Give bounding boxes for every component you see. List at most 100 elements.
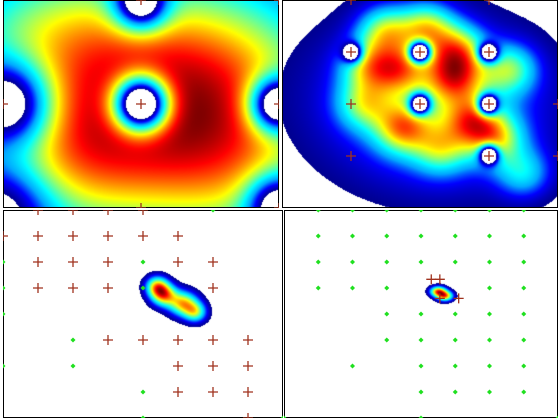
diamond-marker	[521, 285, 527, 291]
diamond-marker	[521, 389, 527, 395]
diamond-marker	[487, 259, 492, 265]
heatmap-panel-bottom-right	[284, 210, 558, 418]
diamond-marker	[418, 311, 424, 317]
diamond-marker	[3, 311, 6, 317]
diamond-marker	[350, 259, 355, 265]
plus-marker	[136, 99, 146, 109]
plus-marker	[553, 99, 558, 109]
diamond-marker	[140, 259, 146, 265]
plus-marker	[138, 231, 148, 241]
diamond-marker	[452, 363, 458, 369]
diamond-marker	[521, 210, 527, 213]
plus-marker	[208, 387, 218, 397]
diamond-marker	[315, 259, 321, 265]
heatmap-panel-bottom-left	[3, 210, 283, 418]
plus-marker	[434, 274, 445, 285]
diamond-marker	[140, 415, 146, 418]
diamond-marker	[521, 233, 527, 239]
plus-marker	[68, 257, 78, 267]
diamond-marker	[418, 233, 424, 239]
diamond-marker	[418, 337, 424, 343]
diamond-marker	[384, 337, 390, 343]
heatmap-panel-top-right	[282, 0, 558, 208]
plus-marker	[3, 231, 8, 241]
plus-marker	[346, 47, 356, 57]
diamond-marker	[487, 311, 492, 317]
heatmap-panel-top-left	[3, 0, 279, 208]
plus-marker	[208, 283, 218, 293]
diamond-marker	[521, 337, 527, 343]
plus-marker	[68, 231, 78, 241]
plus-marker	[136, 203, 146, 208]
plus-marker	[33, 257, 43, 267]
plus-marker	[346, 0, 356, 5]
diamond-marker	[280, 415, 283, 418]
plus-marker	[103, 283, 113, 293]
plus-marker	[173, 387, 183, 397]
diamond-marker	[487, 389, 492, 395]
diamond-marker	[487, 363, 492, 369]
plus-marker	[68, 210, 78, 215]
diamond-marker	[452, 337, 458, 343]
plus-marker	[346, 151, 356, 161]
plus-marker	[453, 293, 464, 304]
diamond-marker	[452, 389, 458, 395]
plus-marker	[68, 283, 78, 293]
plus-marker	[3, 99, 8, 109]
diamond-marker	[487, 337, 492, 343]
diamond-marker	[418, 415, 424, 418]
plus-marker	[208, 335, 218, 345]
plus-marker	[415, 99, 425, 109]
diamond-marker	[487, 285, 492, 291]
diamond-marker	[350, 363, 355, 369]
diamond-marker	[70, 363, 76, 369]
diamond-marker	[315, 210, 321, 213]
plus-marker	[553, 151, 558, 161]
plus-marker	[346, 99, 356, 109]
plus-marker	[243, 335, 253, 345]
plus-marker	[33, 210, 43, 215]
diamond-marker	[384, 233, 390, 239]
plus-marker	[484, 99, 494, 109]
plus-marker	[434, 293, 445, 304]
plus-marker	[243, 413, 253, 418]
diamond-marker	[384, 311, 390, 317]
diamond-marker	[3, 363, 6, 369]
diamond-marker	[418, 259, 424, 265]
plus-marker	[484, 151, 494, 161]
plus-marker	[173, 257, 183, 267]
diamond-marker	[210, 210, 216, 213]
heatmap-svg-bottom-left	[3, 210, 283, 418]
diamond-marker	[418, 210, 424, 213]
diamond-marker	[555, 415, 558, 418]
plus-marker	[33, 283, 43, 293]
diamond-marker	[452, 210, 458, 213]
diamond-marker	[140, 285, 146, 291]
diamond-marker	[487, 233, 492, 239]
heatmap-svg-bottom-right	[284, 210, 558, 418]
diamond-marker	[3, 259, 6, 265]
diamond-marker	[315, 285, 321, 291]
diamond-marker	[350, 285, 355, 291]
plus-marker	[173, 361, 183, 371]
diamond-marker	[350, 210, 355, 213]
plus-marker	[243, 387, 253, 397]
diamond-marker	[452, 233, 458, 239]
plus-marker	[103, 335, 113, 345]
plus-marker	[208, 361, 218, 371]
plus-marker	[103, 210, 113, 215]
diamond-marker	[140, 389, 146, 395]
diamond-marker	[350, 233, 355, 239]
diamond-marker	[3, 285, 6, 291]
plus-marker	[138, 335, 148, 345]
diamond-marker	[418, 389, 424, 395]
plus-marker	[426, 274, 437, 285]
plus-marker	[33, 231, 43, 241]
diamond-marker	[384, 210, 390, 213]
plus-marker	[208, 257, 218, 267]
plus-marker	[415, 47, 425, 57]
heatmap-field-bottom-left	[3, 210, 283, 418]
plus-marker	[484, 0, 494, 5]
plus-marker	[274, 99, 279, 109]
